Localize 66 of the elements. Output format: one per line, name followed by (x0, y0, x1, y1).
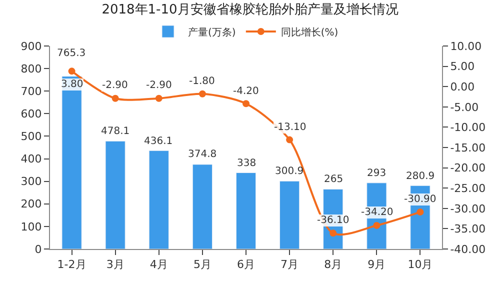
y-tick-label: 700 (20, 84, 42, 98)
data-label: 765.3 (57, 48, 86, 59)
data-label: -4.20 (233, 86, 259, 97)
y2-tick-label: -35.00 (450, 222, 486, 236)
y2-tick-label: -20.00 (450, 162, 486, 175)
bar (280, 180, 300, 249)
data-label: -36.10 (317, 215, 350, 226)
data-label: 478.1 (101, 126, 130, 137)
data-label: 293 (367, 168, 386, 179)
data-label: 300.9 (275, 166, 304, 177)
legend-label: 产量(万条) (188, 26, 236, 38)
y2-tick-label: -30.00 (450, 202, 486, 216)
data-label: -2.90 (102, 80, 128, 91)
y-tick-label: 200 (20, 198, 42, 211)
x-tick-label: 5月 (193, 258, 212, 272)
point (286, 136, 294, 144)
x-tick-label: 3月 (106, 258, 124, 272)
x-tick-label: 8月 (324, 258, 342, 272)
point (68, 68, 76, 75)
y2-tick-label: 0.00 (450, 80, 475, 94)
data-label: 338 (237, 158, 256, 169)
bar (62, 76, 82, 249)
point (242, 100, 250, 108)
point (416, 208, 424, 216)
legend-label: 同比增长(%) (280, 26, 338, 38)
point (155, 94, 162, 102)
chart-title: 2018年1-10月安徽省橡胶轮胎外胎产量及增长情况 (102, 1, 398, 18)
data-label: -13.10 (274, 122, 306, 133)
y2-tick-label: -5.00 (450, 100, 479, 114)
point (198, 90, 206, 98)
bar (192, 164, 212, 249)
x-tick-label: 6月 (237, 258, 255, 272)
y-tick-label: 500 (20, 130, 42, 144)
x-tick-label: 4月 (150, 258, 168, 272)
data-label: 374.8 (188, 149, 217, 160)
y-tick-label: 600 (20, 108, 42, 121)
point (373, 222, 380, 229)
data-label: -1.80 (189, 76, 215, 87)
y-tick-label: 300 (20, 175, 42, 188)
x-tick-label: 7月 (280, 258, 299, 272)
y-tick-label: 400 (20, 152, 42, 166)
bar (148, 150, 169, 249)
data-label: 265 (324, 174, 344, 185)
bar (236, 172, 256, 249)
y2-tick-label: 10.00 (450, 40, 482, 53)
y-tick-label: 900 (20, 40, 42, 53)
y2-tick-label: -15.00 (450, 141, 486, 154)
data-label: -34.20 (361, 207, 394, 218)
data-label: 436.1 (144, 136, 173, 147)
y2-tick-label: -40.00 (450, 242, 486, 256)
y2-tick-label: 5.00 (450, 60, 475, 74)
y-tick-label: 800 (20, 62, 42, 76)
point (330, 230, 337, 237)
y-tick-label: 100 (20, 220, 42, 234)
data-label: 280.9 (406, 171, 435, 182)
x-tick-label: 9月 (368, 258, 386, 272)
x-tick-label: 10月 (408, 258, 433, 272)
data-label: -2.90 (146, 80, 172, 91)
y2-tick-label: -25.00 (450, 182, 486, 195)
bar (105, 140, 126, 249)
y-tick-label: 0 (34, 242, 42, 256)
data-label: -30.90 (404, 194, 436, 205)
x-tick-label: 1-2月 (57, 258, 86, 272)
data-label: 3.80 (61, 79, 84, 90)
point (112, 94, 119, 102)
y2-tick-label: -10.00 (450, 121, 486, 134)
